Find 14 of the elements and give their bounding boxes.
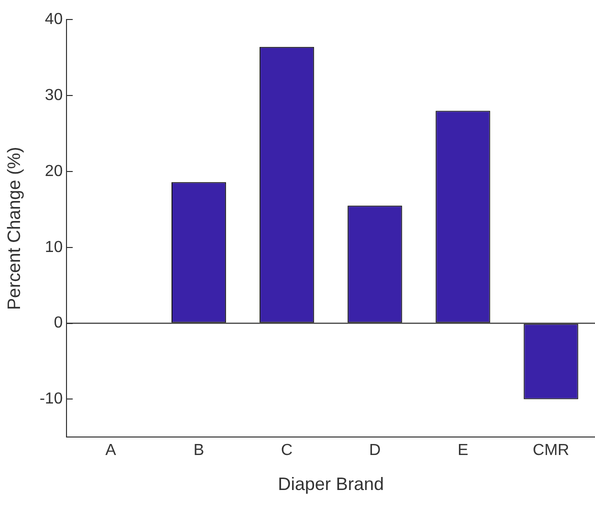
y-tick-label: 10 [44,238,63,256]
y-tick-label: 0 [54,314,63,332]
y-tick-label: -10 [40,390,63,408]
x-tick-label: C [281,442,293,460]
x-tick-label: CMR [532,442,570,460]
y-axis-title: Percent Change (%) [4,146,24,310]
x-tick-label: B [193,442,204,460]
x-axis-title: Diaper Brand [278,474,384,494]
x-tick-label: E [458,442,468,460]
y-tick-label: 30 [44,86,63,104]
y-tick-label: 20 [44,162,63,180]
y-tick-label: 40 [44,11,63,28]
x-tick-label: A [105,442,116,460]
x-tick-label: D [369,442,381,460]
